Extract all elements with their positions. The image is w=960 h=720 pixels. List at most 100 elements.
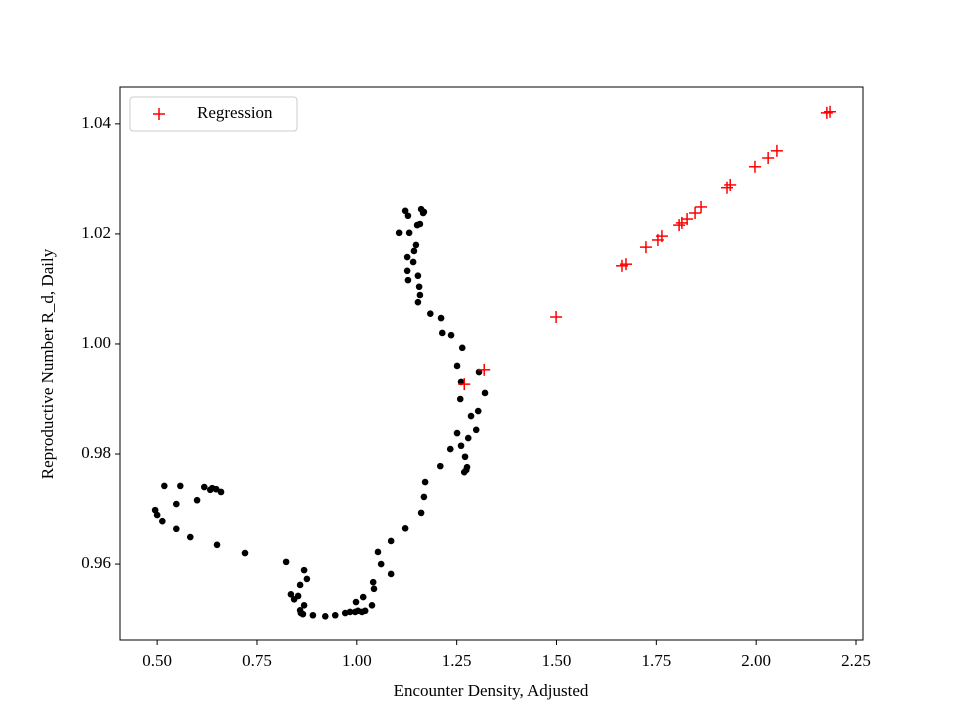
y-tick-label: 0.96 (81, 553, 111, 572)
scatter-point (438, 329, 446, 337)
scatter-point (681, 213, 694, 226)
scatter-point (321, 613, 329, 620)
scatter-point (151, 506, 159, 514)
scatter-point (467, 412, 475, 420)
scatter-point (374, 548, 382, 556)
y-tick-label: 1.04 (81, 113, 111, 132)
x-tick-label: 2.00 (741, 651, 771, 670)
scatter-point (472, 426, 480, 434)
scatter-point (417, 509, 425, 517)
scatter-point (161, 482, 168, 490)
scatter-point (415, 283, 423, 291)
y-axis-label: Reproductive Number R_d, Daily (38, 248, 57, 479)
scatter-point (409, 258, 417, 266)
scatter-point (177, 482, 184, 490)
scatter-point (186, 533, 194, 541)
scatter-point (405, 229, 413, 237)
scatter-point (282, 558, 290, 566)
scatter-point (619, 258, 632, 271)
x-tick-label: 2.25 (841, 651, 871, 670)
scatter-point (416, 220, 424, 228)
scatter-point (300, 566, 308, 574)
scatter-point (416, 291, 424, 299)
scatter-point (689, 207, 702, 220)
y-tick-label: 1.02 (81, 223, 111, 242)
scatter-point (368, 602, 376, 609)
scatter-point (414, 272, 422, 280)
scatter-point (404, 212, 412, 220)
scatter-point (474, 407, 482, 415)
scatter-point (369, 578, 377, 586)
legend-label: Regression (197, 103, 273, 122)
scatter-point (457, 442, 465, 450)
scatter-point (436, 462, 444, 470)
scatter-point (463, 463, 471, 471)
y-tick-label: 1.00 (81, 333, 111, 352)
x-tick-label: 0.75 (242, 651, 272, 670)
scatter-point (217, 488, 225, 496)
scatter-point (447, 331, 455, 339)
scatter-point (770, 144, 783, 157)
scatter-point (453, 429, 461, 437)
scatter-point (824, 105, 837, 118)
y-tick-label: 0.98 (81, 443, 111, 462)
scatter-point (287, 591, 295, 598)
scatter-point (456, 395, 464, 403)
scatter-point (446, 445, 454, 453)
scatter-point (346, 608, 354, 616)
scatter-point (481, 389, 489, 397)
scatter-point (212, 485, 220, 493)
scatter-point (241, 549, 249, 557)
x-tick-label: 1.00 (342, 651, 372, 670)
scatter-point (419, 209, 427, 217)
scatter-point (414, 298, 422, 306)
scatter-point (193, 496, 201, 504)
scatter-point (173, 525, 180, 533)
scatter-point (296, 581, 304, 589)
scatter-point (550, 311, 563, 324)
scatter-point (331, 611, 339, 619)
scatter-point (420, 493, 428, 501)
scatter-point (437, 314, 445, 322)
legend-marker (153, 108, 165, 120)
scatter-point (695, 200, 708, 213)
x-tick-label: 0.50 (142, 651, 172, 670)
scatter-point (410, 247, 418, 255)
scatter-point (820, 106, 833, 119)
scatter-point (673, 219, 686, 232)
plot-frame (119, 86, 864, 641)
scatter-point (377, 560, 385, 568)
scatter-point (370, 585, 378, 593)
scatter-point (748, 160, 761, 173)
scatter-point (395, 229, 403, 237)
scatter-point (655, 230, 668, 243)
scatter-point (458, 344, 466, 352)
scatter-point (299, 610, 307, 618)
scatter-point (403, 267, 411, 275)
scatter-point (478, 363, 491, 376)
scatter-point (294, 592, 302, 600)
scatter-point (401, 524, 409, 532)
scatter-point (153, 511, 161, 519)
scatter-point (303, 575, 311, 583)
scatter-point (359, 593, 367, 601)
scatter-point (300, 602, 308, 609)
scatter-point (213, 541, 221, 549)
x-tick-label: 1.25 (442, 651, 472, 670)
scatter-point (458, 378, 471, 391)
scatter-point (721, 181, 734, 194)
scatter-point (200, 483, 208, 491)
scatter-point (639, 241, 652, 254)
x-tick-label: 1.50 (542, 651, 572, 670)
scatter-point (309, 611, 317, 619)
scatter-point (421, 478, 429, 486)
legend-box (129, 96, 298, 132)
scatter-point (403, 253, 411, 261)
scatter-point (173, 500, 180, 508)
scatter-point (412, 241, 420, 249)
scatter-point (426, 310, 434, 318)
scatter-point (453, 362, 461, 370)
scatter-point (352, 598, 360, 606)
